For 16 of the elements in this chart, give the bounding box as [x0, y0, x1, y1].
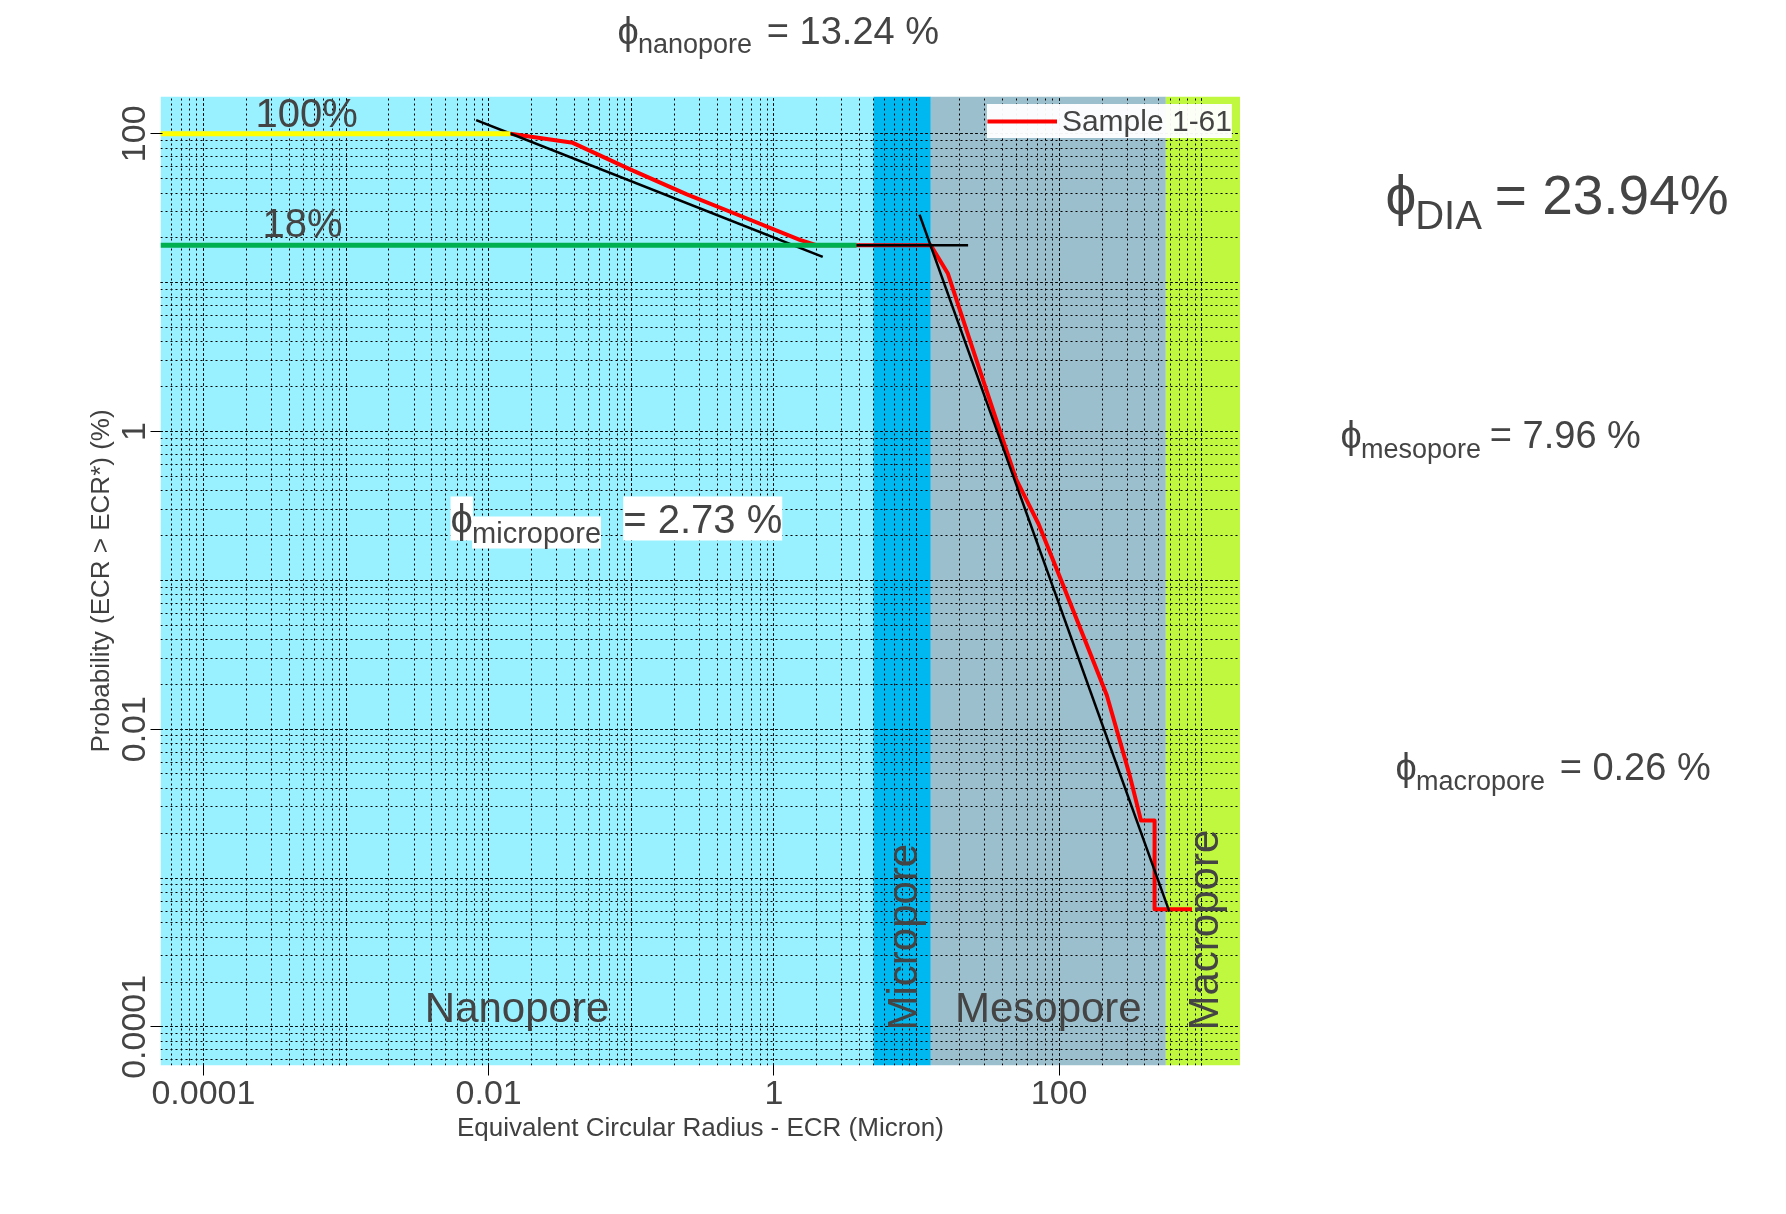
- band-label: Nanopore: [424, 983, 610, 1031]
- x-tick-label: 1: [764, 1072, 784, 1111]
- x-tick-label: 0.01: [455, 1072, 522, 1111]
- band-label: Macropore: [1179, 829, 1227, 1031]
- x-tick-label: 100: [1030, 1072, 1088, 1111]
- y-tick-label: 1: [114, 422, 153, 441]
- annotation: 100%: [255, 90, 358, 135]
- legend-label: Sample 1-61: [1061, 104, 1232, 138]
- x-axis-title: Equivalent Circular Radius - ECR (Micron): [457, 1111, 944, 1142]
- y-tick-label: 100: [114, 105, 153, 163]
- band-label: Micropore: [878, 843, 926, 1031]
- y-axis-title: Probability (ECR > ECR*) (%): [84, 409, 115, 753]
- x-tick-label: 0.0001: [151, 1072, 256, 1111]
- band-label: Mesopore: [954, 983, 1142, 1031]
- annotation: 18%: [262, 200, 343, 245]
- y-tick-label: 0.01: [114, 696, 153, 763]
